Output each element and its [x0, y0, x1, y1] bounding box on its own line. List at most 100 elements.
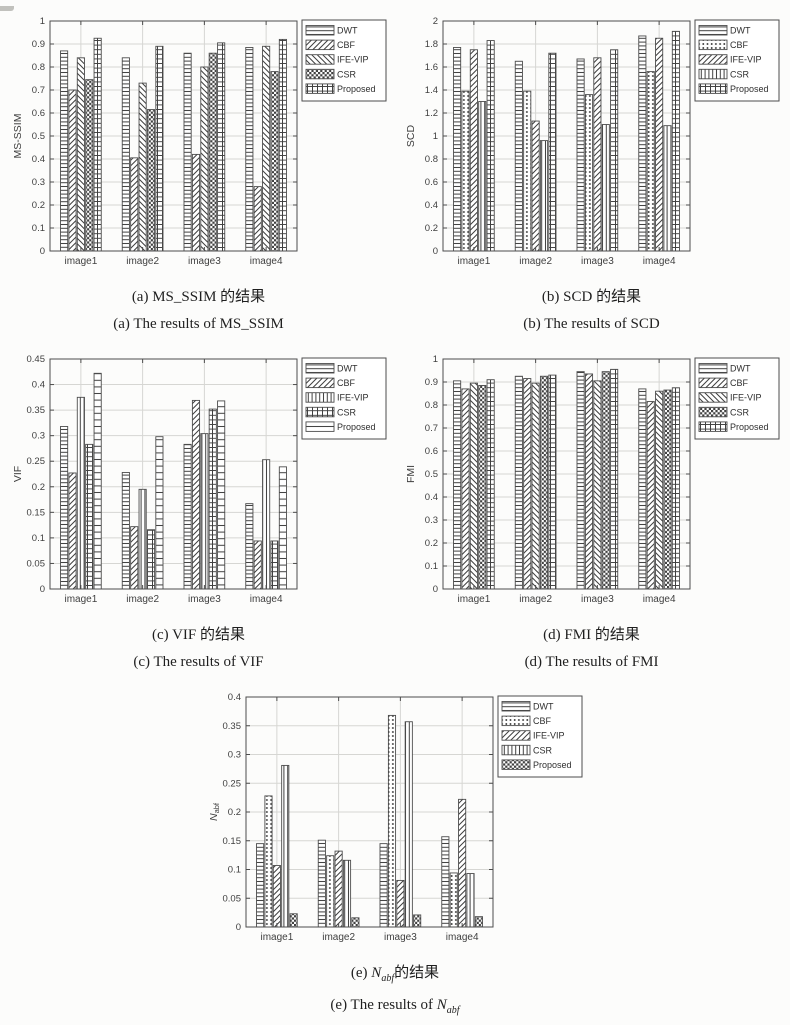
bar-CSR-image4 — [662, 389, 672, 590]
bar-CSR-image1 — [477, 101, 486, 252]
caption-b-zh: (b) SCD 的结果 — [541, 289, 642, 305]
legend-label-CBF: CBF — [730, 40, 749, 50]
x-tick-label-image1: image1 — [64, 256, 97, 267]
caption-c-zh: (c) VIF 的结果 — [151, 627, 246, 643]
bar-CSR-image1 — [84, 79, 93, 252]
bar-IFE-VIP-image1 — [76, 396, 85, 590]
bar-DWT-image3 — [183, 443, 192, 590]
y-tick-label: 0 — [39, 246, 44, 257]
y-axis-label: Nabf — [208, 802, 221, 821]
bar-Proposed-image3 — [609, 49, 618, 252]
legend: DWT CBF IFE-VIP CSR Proposed — [497, 695, 583, 778]
bar-CSR-image3 — [404, 721, 413, 928]
legend-swatch-DWT — [305, 363, 334, 374]
caption-e-zh-suffix: 的结果 — [394, 965, 440, 981]
legend-label-CSR: CSR — [533, 745, 553, 755]
bar-CBF-image1 — [67, 472, 77, 590]
chart-fmi: 0 0.1 0.2 0.3 0.4 0.5 0.6 0.7 0.8 0.9 1 image1 image… — [405, 354, 779, 605]
row-1: 0 0.1 0.2 0.3 0.4 0.5 0.6 0.7 0.8 0.9 1 image1 image… — [0, 6, 790, 334]
bar-IFE-VIP-image3 — [396, 879, 405, 928]
bar-DWT-image1 — [452, 47, 461, 252]
y-tick-label: 0.9 — [424, 377, 437, 388]
legend-swatch-Proposed — [305, 421, 334, 432]
figure-e: 0 0.05 0.1 0.15 0.2 0.25 0.3 0.35 0.4 image1 image… — [203, 682, 588, 1020]
nabf-symbol-main: N — [371, 965, 382, 981]
y-tick-label: 0.4 — [424, 200, 437, 211]
bar-CSR-image3 — [601, 124, 610, 252]
caption-e-en: (e) The results of Nabf — [330, 996, 459, 1020]
x-tick-label-image3: image3 — [580, 594, 613, 605]
legend-swatch-DWT — [698, 363, 727, 374]
y-tick-label: 0.3 — [31, 431, 44, 442]
legend-swatch-CBF — [305, 39, 334, 51]
y-tick-label: 0 — [432, 584, 437, 595]
y-tick-label: 1.4 — [424, 85, 437, 96]
legend-label-CSR: CSR — [730, 407, 750, 417]
legend-label-IFE-VIP: IFE-VIP — [337, 55, 369, 65]
y-axis-label: MS-SSIM — [12, 114, 24, 159]
legend: DWT CBF IFE-VIP CSR Proposed — [301, 19, 386, 102]
y-tick-label: 0.9 — [31, 39, 44, 50]
caption-c-en: (c) The results of VIF — [133, 654, 264, 670]
bar-IFE-VIP-image4 — [654, 390, 663, 590]
bar-IFE-VIP-image1 — [469, 49, 478, 252]
bar-CSR-image2 — [539, 140, 548, 252]
legend-label-CSR: CSR — [337, 407, 357, 417]
legend-label-Proposed: Proposed — [730, 422, 769, 432]
legend-swatch-Proposed — [698, 421, 727, 432]
caption-d-en: (d) The results of FMI — [524, 654, 659, 670]
bar-Proposed-image3 — [413, 914, 422, 928]
y-tick-label: 0.5 — [31, 131, 44, 142]
bar-CBF-image4 — [646, 71, 655, 252]
bar-DWT-image4 — [637, 388, 646, 590]
y-tick-label: 0.2 — [424, 223, 437, 234]
bar-CSR-image2 — [146, 529, 155, 590]
bar-CSR-image1 — [477, 385, 486, 590]
bar-DWT-image2 — [317, 839, 326, 928]
y-tick-label: 0.8 — [424, 154, 437, 165]
x-tick-label-image2: image2 — [519, 594, 552, 605]
caption-e-zh: (e) Nabf的结果 — [351, 964, 439, 988]
x-tick-label-image4: image4 — [446, 932, 479, 943]
bar-CBF-image3 — [191, 153, 200, 252]
bar-CSR-image3 — [208, 408, 217, 590]
nabf-symbol-sub: abf — [381, 973, 395, 984]
legend-label-Proposed: Proposed — [730, 84, 769, 94]
y-tick-label: 0.1 — [228, 865, 241, 876]
bar-DWT-image3 — [576, 371, 585, 590]
bars — [256, 714, 483, 928]
x-tick-label-image1: image1 — [64, 594, 97, 605]
y-tick-label: 0 — [39, 584, 44, 595]
figure-d: 0 0.1 0.2 0.3 0.4 0.5 0.6 0.7 0.8 0.9 1 image1 image… — [399, 344, 784, 672]
y-tick-label: 0.2 — [228, 807, 241, 818]
x-tick-label-image3: image3 — [384, 932, 417, 943]
scan-artifact-streak — [0, 623, 778, 625]
y-tick-label: 0.35 — [223, 721, 242, 732]
y-tick-label: 0.7 — [424, 423, 437, 434]
legend-swatch-CBF — [305, 377, 334, 389]
bar-CSR-image3 — [601, 371, 610, 590]
bar-IFE-VIP-image3 — [592, 380, 601, 590]
y-tick-label: 0.4 — [31, 154, 44, 165]
bar-Proposed-image1 — [289, 913, 298, 928]
y-tick-label: 0.05 — [26, 558, 45, 569]
y-tick-label: 0.7 — [31, 85, 44, 96]
y-tick-label: 1 — [39, 16, 44, 27]
legend-swatch-CSR — [305, 68, 334, 80]
chart-ms-ssim: 0 0.1 0.2 0.3 0.4 0.5 0.6 0.7 0.8 0.9 1 image1 image… — [12, 16, 386, 267]
bar-CBF-image4 — [253, 186, 262, 252]
x-tick-label-image4: image4 — [249, 256, 282, 267]
axes: 0 0.2 0.4 0.6 0.8 1 1.2 1.4 1.6 1.8 2 image1 image2 i… — [424, 16, 690, 267]
bar-CBF-image1 — [264, 795, 273, 928]
bar-IFE-VIP-image1 — [469, 382, 478, 590]
x-tick-label-image1: image1 — [260, 932, 293, 943]
legend-swatch-Proposed — [305, 83, 334, 94]
bar-Proposed-image1 — [93, 372, 102, 590]
bar-CSR-image1 — [84, 443, 93, 590]
nabf-symbol: Nabf — [371, 965, 395, 984]
legend-swatch-IFE-VIP — [305, 392, 334, 403]
bar-Proposed-image2 — [154, 436, 163, 590]
bar-DWT-image2 — [514, 60, 523, 252]
bar-DWT-image3 — [183, 52, 192, 252]
bar-CSR-image2 — [539, 375, 548, 590]
